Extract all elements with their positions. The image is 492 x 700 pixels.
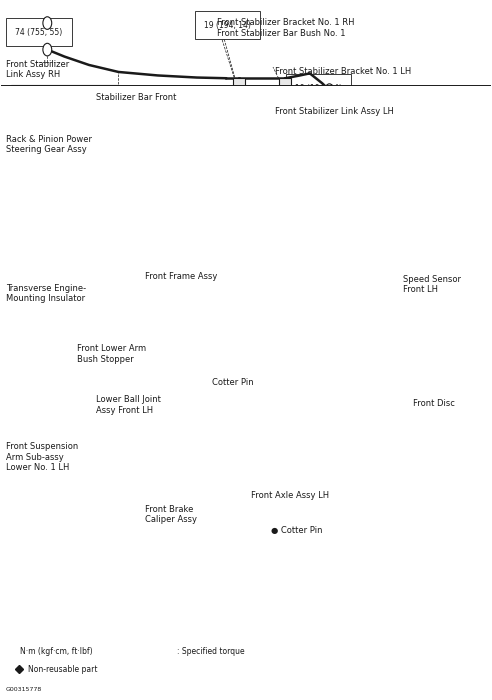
Text: 294 (3,000, 217): 294 (3,000, 217) — [378, 478, 442, 487]
Text: 8.0 (82, 71 in. lbf): 8.0 (82, 71 in. lbf) — [378, 295, 442, 301]
Circle shape — [43, 43, 52, 56]
Circle shape — [181, 310, 193, 327]
Bar — [279, 78, 291, 91]
FancyBboxPatch shape — [0, 85, 492, 700]
Bar — [121, 163, 351, 190]
Circle shape — [106, 416, 116, 430]
Circle shape — [100, 407, 118, 433]
Text: 200 (2,040, 148): 200 (2,040, 148) — [13, 356, 77, 365]
Circle shape — [355, 380, 367, 397]
Circle shape — [240, 312, 252, 328]
Text: 75 (765, 55): 75 (765, 55) — [104, 552, 151, 561]
Circle shape — [387, 357, 429, 416]
Circle shape — [299, 303, 311, 320]
Text: Front Stabilizer Bar Bush No. 1: Front Stabilizer Bar Bush No. 1 — [216, 29, 345, 38]
Circle shape — [237, 353, 265, 392]
Circle shape — [414, 424, 422, 435]
Circle shape — [55, 165, 64, 178]
Text: MT:: MT: — [15, 92, 32, 101]
Text: Front Stabilizer Bracket No. 1 LH: Front Stabilizer Bracket No. 1 LH — [276, 67, 412, 76]
Circle shape — [436, 381, 444, 392]
Text: Front Disc: Front Disc — [413, 399, 455, 408]
Text: 106.9 (1,090, 79): 106.9 (1,090, 79) — [241, 349, 308, 358]
Circle shape — [57, 139, 62, 146]
Text: Front Frame Assy: Front Frame Assy — [146, 272, 218, 281]
Circle shape — [100, 408, 122, 439]
Circle shape — [424, 169, 436, 185]
Polygon shape — [121, 272, 295, 315]
Circle shape — [360, 318, 456, 455]
Text: Rack & Pinion Power
Steering Gear Assy: Rack & Pinion Power Steering Gear Assy — [5, 135, 92, 154]
Circle shape — [220, 391, 228, 402]
Text: 70 (714, 52): 70 (714, 52) — [214, 150, 261, 159]
Bar — [10, 85, 119, 203]
Text: Front Stabilizer Bracket No. 1 RH: Front Stabilizer Bracket No. 1 RH — [216, 18, 354, 27]
Text: 123 (1,250 91): 123 (1,250 91) — [231, 373, 288, 382]
Text: Speed Sensor
Front LH: Speed Sensor Front LH — [403, 274, 461, 294]
Circle shape — [55, 450, 64, 464]
Text: 200 (2,040, 148): 200 (2,040, 148) — [136, 321, 199, 330]
Circle shape — [328, 360, 345, 385]
Text: 19 (194, 14): 19 (194, 14) — [204, 20, 251, 29]
Circle shape — [222, 172, 230, 182]
Circle shape — [107, 239, 115, 251]
Circle shape — [127, 289, 139, 306]
Text: 87 (887, 64): 87 (887, 64) — [248, 335, 295, 344]
Circle shape — [52, 454, 62, 468]
Text: 74 (755, 55): 74 (755, 55) — [143, 118, 190, 127]
Circle shape — [325, 113, 334, 126]
Text: 95 (969, 70): 95 (969, 70) — [146, 209, 193, 218]
Text: Front Brake
Caliper Assy: Front Brake Caliper Assy — [146, 505, 197, 524]
Text: ● Cotter Pin: ● Cotter Pin — [271, 526, 322, 535]
Text: Front Suspension
Arm Sub-assy
Lower No. 1 LH: Front Suspension Arm Sub-assy Lower No. … — [5, 442, 78, 472]
Circle shape — [39, 169, 51, 185]
Text: Stabilizer Bar Front: Stabilizer Bar Front — [96, 93, 177, 102]
Text: Cotter Pin: Cotter Pin — [212, 378, 253, 387]
Text: N·m (kgf·cm, ft·lbf): N·m (kgf·cm, ft·lbf) — [20, 648, 93, 657]
Text: Front Stabilizer Link Assy LH: Front Stabilizer Link Assy LH — [276, 107, 394, 116]
Bar — [233, 78, 245, 91]
Text: 49 (500, 36): 49 (500, 36) — [330, 527, 377, 536]
Polygon shape — [89, 265, 334, 322]
Text: Front Stabilizer
Link Assy RH: Front Stabilizer Link Assy RH — [5, 60, 69, 80]
Circle shape — [43, 17, 52, 29]
Text: Front Lower Arm
Bush Stopper: Front Lower Arm Bush Stopper — [77, 344, 146, 364]
Text: 74 (755, 55): 74 (755, 55) — [381, 307, 428, 316]
Text: : Specified torque: : Specified torque — [177, 648, 245, 657]
Circle shape — [214, 382, 234, 410]
Text: Non-reusable part: Non-reusable part — [28, 665, 97, 674]
FancyBboxPatch shape — [349, 371, 386, 420]
Text: 143 (1,460, 105): 143 (1,460, 105) — [32, 99, 92, 105]
Circle shape — [378, 354, 386, 365]
Circle shape — [49, 157, 70, 187]
Bar — [101, 217, 121, 234]
Text: Transverse Engine-
Mounting Insulator: Transverse Engine- Mounting Insulator — [5, 284, 86, 303]
Text: 74 (755, 55): 74 (755, 55) — [15, 27, 62, 36]
Text: Lower Ball Joint
Assy Front LH: Lower Ball Joint Assy Front LH — [96, 395, 161, 415]
Circle shape — [414, 337, 422, 349]
Circle shape — [325, 84, 334, 97]
Circle shape — [178, 113, 186, 124]
Text: 19 (194, 14): 19 (194, 14) — [295, 83, 342, 92]
Text: 206 (2,100, 152): 206 (2,100, 152) — [244, 321, 307, 330]
Circle shape — [368, 380, 379, 397]
Circle shape — [399, 374, 417, 399]
Circle shape — [100, 230, 122, 260]
Text: 106.9 (1,090, 79): 106.9 (1,090, 79) — [231, 391, 298, 400]
Text: G00315778: G00315778 — [5, 687, 42, 692]
Circle shape — [46, 445, 68, 476]
Circle shape — [151, 389, 164, 409]
Circle shape — [378, 407, 386, 419]
Polygon shape — [30, 385, 224, 491]
Text: Front Axle Assy LH: Front Axle Assy LH — [251, 491, 329, 500]
Text: 210 (2,140, 155): 210 (2,140, 155) — [381, 377, 445, 386]
Polygon shape — [312, 336, 335, 396]
FancyBboxPatch shape — [175, 484, 216, 540]
Text: 70 (714, 52): 70 (714, 52) — [310, 209, 357, 218]
